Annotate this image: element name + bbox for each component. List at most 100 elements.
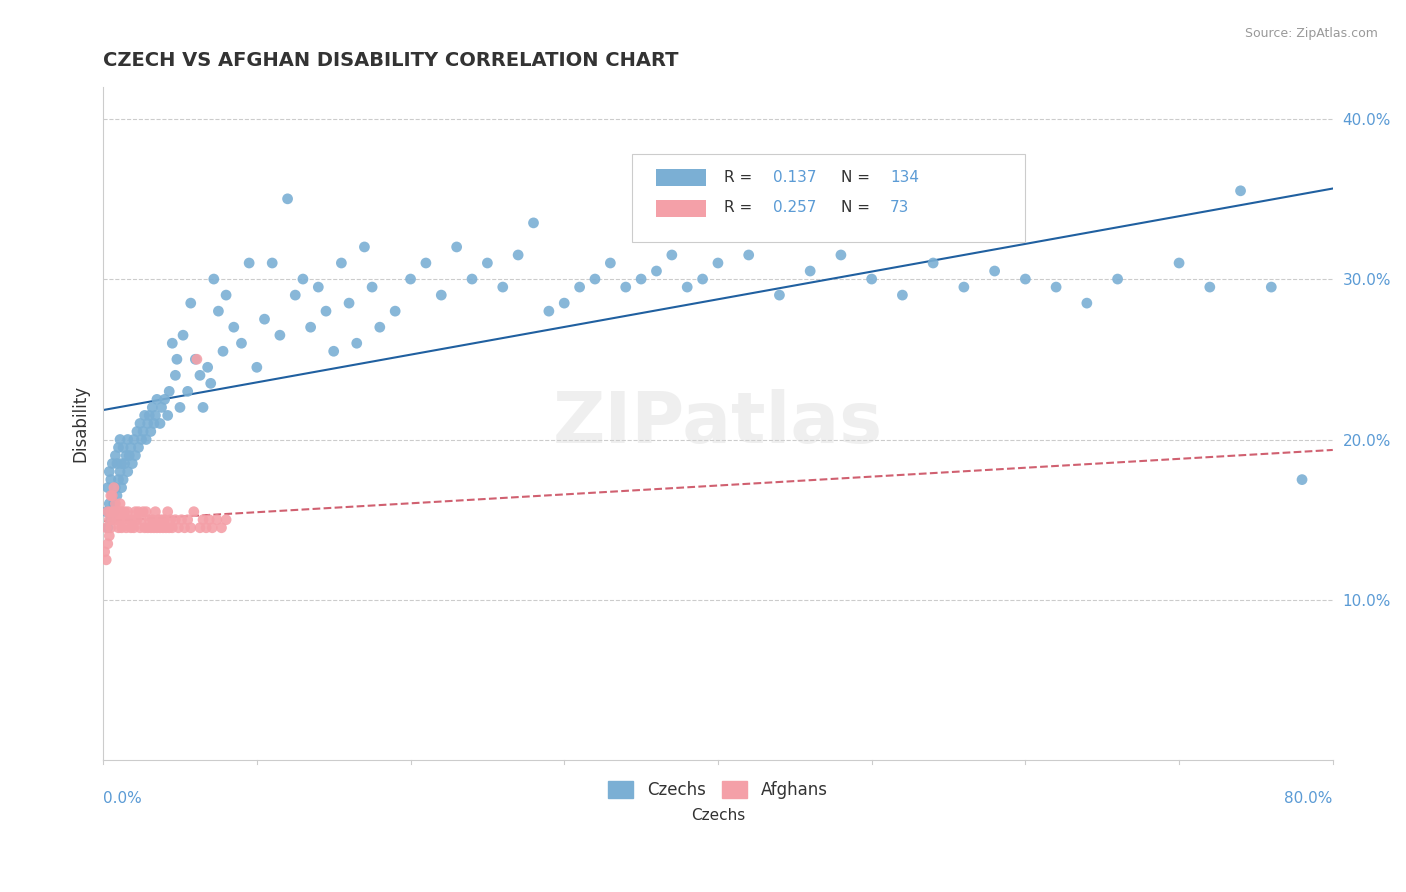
Point <box>97 481 120 495</box>
Point <box>477 256 499 270</box>
Point <box>184 352 207 367</box>
Point <box>799 264 821 278</box>
Point <box>105 457 128 471</box>
Point <box>136 417 159 431</box>
Point <box>315 304 337 318</box>
Point <box>98 529 121 543</box>
Point <box>100 513 122 527</box>
Point <box>1014 272 1036 286</box>
Point <box>108 497 131 511</box>
Point <box>105 513 128 527</box>
Point <box>983 264 1005 278</box>
Point <box>246 360 269 375</box>
Text: 73: 73 <box>890 201 910 215</box>
Point <box>415 256 437 270</box>
Point <box>207 304 229 318</box>
Point <box>114 457 136 471</box>
Point <box>153 513 176 527</box>
Point <box>167 521 190 535</box>
Point <box>191 401 214 415</box>
Point <box>129 417 152 431</box>
Point <box>1168 256 1191 270</box>
Point <box>127 505 149 519</box>
Text: N =: N = <box>841 201 875 215</box>
Point <box>707 256 730 270</box>
Text: R =: R = <box>724 201 758 215</box>
Point <box>107 441 129 455</box>
Point <box>299 320 322 334</box>
Point <box>165 368 187 383</box>
Point <box>110 457 132 471</box>
Text: 0.0%: 0.0% <box>103 790 142 805</box>
Point <box>118 449 141 463</box>
Point <box>120 441 142 455</box>
Point <box>127 441 149 455</box>
Point <box>104 449 127 463</box>
Point <box>661 248 683 262</box>
Point <box>195 521 218 535</box>
Point <box>101 513 124 527</box>
Point <box>346 336 368 351</box>
Point <box>630 272 652 286</box>
Point <box>337 296 360 310</box>
Point <box>150 401 173 415</box>
Y-axis label: Disability: Disability <box>72 384 89 462</box>
FancyBboxPatch shape <box>657 200 706 217</box>
Point <box>188 368 211 383</box>
Point <box>107 521 129 535</box>
Point <box>583 272 606 286</box>
Point <box>121 513 143 527</box>
Point <box>553 296 575 310</box>
Point <box>191 513 214 527</box>
Point <box>112 513 135 527</box>
Text: 0.137: 0.137 <box>773 170 817 185</box>
Point <box>150 513 173 527</box>
Point <box>222 320 245 334</box>
Text: ZIPatlas: ZIPatlas <box>553 389 883 458</box>
Point <box>124 505 146 519</box>
Point <box>176 384 198 399</box>
Point <box>120 521 142 535</box>
Point <box>692 272 714 286</box>
Point <box>269 328 291 343</box>
Point <box>107 473 129 487</box>
Point <box>330 256 353 270</box>
Point <box>1260 280 1282 294</box>
Point <box>430 288 453 302</box>
Point <box>399 272 422 286</box>
Point <box>238 256 260 270</box>
Point <box>142 417 165 431</box>
Point <box>132 425 155 439</box>
Point <box>121 457 143 471</box>
Point <box>115 521 138 535</box>
Point <box>768 288 790 302</box>
Point <box>198 513 221 527</box>
Text: N =: N = <box>841 170 875 185</box>
Point <box>676 280 699 294</box>
Point <box>98 513 121 527</box>
Point <box>124 449 146 463</box>
Point <box>142 521 165 535</box>
Point <box>253 312 276 326</box>
Point <box>200 376 222 391</box>
Point <box>155 521 177 535</box>
Point <box>446 240 468 254</box>
Point <box>110 481 132 495</box>
Point <box>169 401 191 415</box>
Point <box>129 521 152 535</box>
Point <box>103 505 125 519</box>
Point <box>110 521 132 535</box>
Point <box>176 513 198 527</box>
Point <box>1076 296 1098 310</box>
Point <box>522 216 544 230</box>
Point <box>112 473 135 487</box>
Point <box>284 288 307 302</box>
Point <box>105 489 128 503</box>
Point <box>645 264 668 278</box>
Point <box>112 441 135 455</box>
FancyBboxPatch shape <box>631 154 1025 242</box>
Point <box>96 521 118 535</box>
Point <box>1198 280 1220 294</box>
Point <box>173 521 195 535</box>
Point <box>108 465 131 479</box>
